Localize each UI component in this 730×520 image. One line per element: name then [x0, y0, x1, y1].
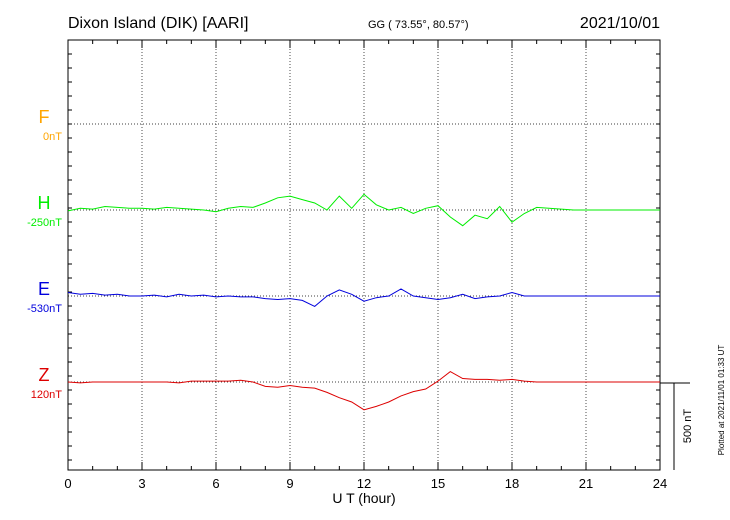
x-tick-label: 3 — [138, 476, 145, 491]
chart-date: 2021/10/01 — [580, 15, 660, 32]
x-axis-ticks: 0 3 6 9 12 15 18 21 24 — [64, 40, 667, 491]
x-tick-label: 21 — [579, 476, 593, 491]
grid-lines — [68, 40, 660, 470]
plotted-at-note: Plotted at 2021/11/01 01:33 UT — [717, 345, 726, 456]
x-tick-label: 15 — [431, 476, 445, 491]
x-axis-label: U T (hour) — [332, 490, 395, 506]
scale-bar: 500 nT — [660, 382, 694, 470]
scale-bar-label: 500 nT — [682, 409, 694, 444]
component-baseline-e: -530nT — [27, 303, 62, 315]
x-tick-label: 9 — [286, 476, 293, 491]
x-tick-label: 18 — [505, 476, 519, 491]
series-lines — [67, 193, 660, 411]
x-tick-label: 12 — [357, 476, 371, 491]
component-name-z: Z — [39, 365, 50, 385]
plot-frame — [67, 39, 661, 471]
chart-title: Dixon Island (DIK) [AARI] — [68, 15, 249, 32]
component-name-f: F — [39, 107, 50, 127]
x-tick-label: 6 — [212, 476, 219, 491]
x-tick-label: 24 — [653, 476, 667, 491]
component-name-h: H — [38, 193, 51, 213]
x-tick-label: 0 — [64, 476, 71, 491]
component-baseline-f: 0nT — [43, 131, 62, 143]
series-line-h — [67, 193, 660, 227]
component-name-e: E — [38, 279, 50, 299]
series-line-z — [67, 371, 660, 411]
component-labels: F 0nT H -250nT E -530nT Z 120nT — [27, 107, 62, 401]
series-line-e — [67, 288, 660, 307]
station-coordinates: GG ( 73.55°, 80.57°) — [368, 19, 469, 31]
component-baseline-h: -250nT — [27, 217, 62, 229]
component-baseline-z: 120nT — [31, 389, 62, 401]
